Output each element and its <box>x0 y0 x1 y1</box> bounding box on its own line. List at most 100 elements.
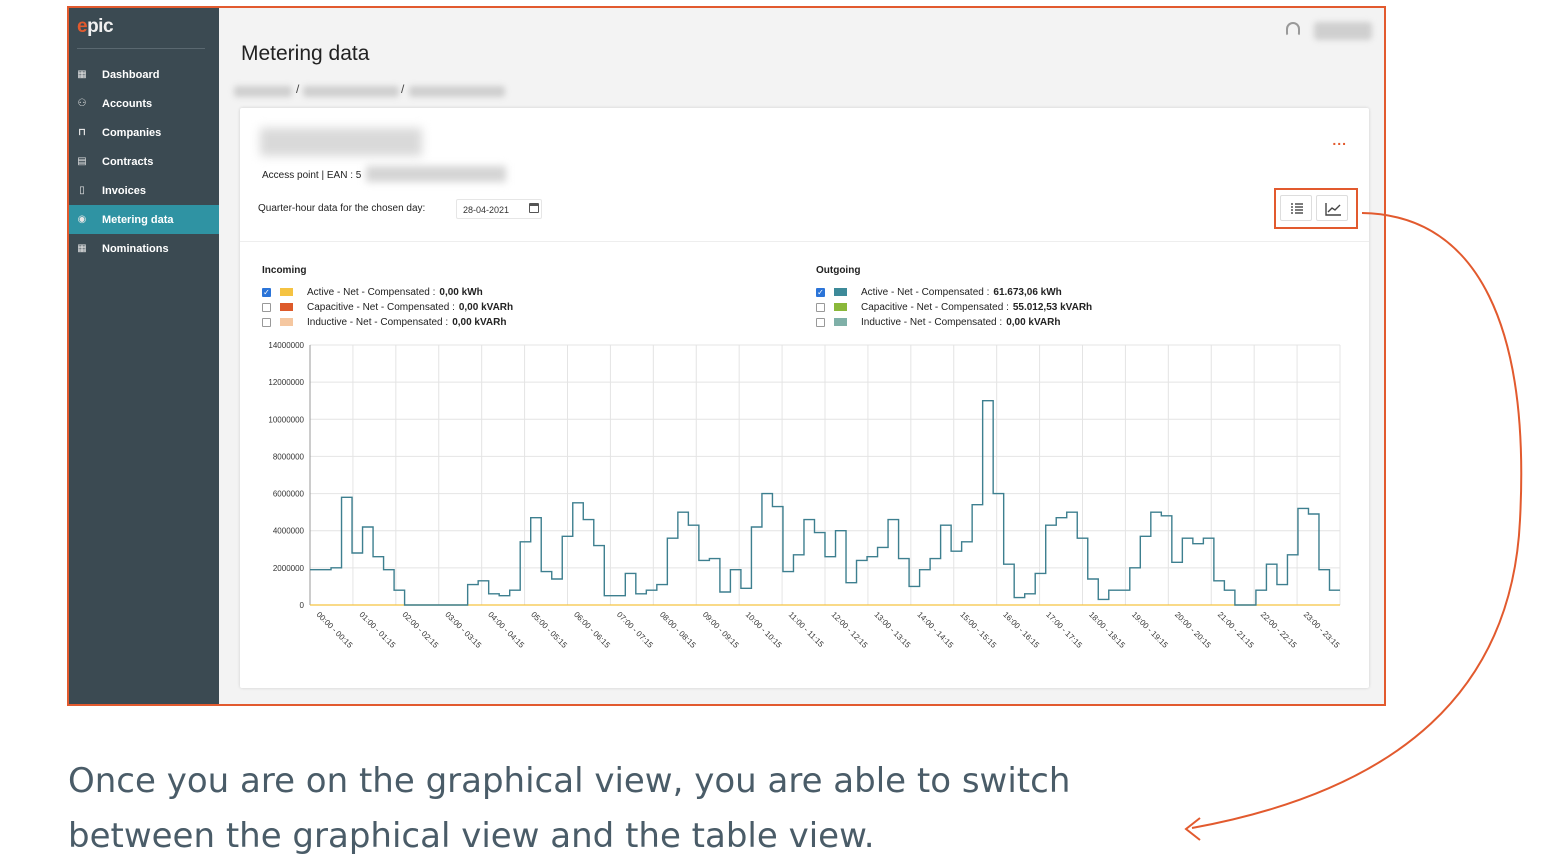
legend-swatch <box>280 303 293 311</box>
breadcrumb-separator: / <box>296 82 300 96</box>
y-tick-label: 10000000 <box>268 415 304 424</box>
x-tick-label: 02:00 - 02:15 <box>400 610 440 650</box>
main-area: Metering data / / ... Access point | EAN… <box>219 8 1384 704</box>
x-tick-label: 05:00 - 05:15 <box>529 610 569 650</box>
legend-item-outgoing[interactable]: Capacitive - Net - Compensated :55.012,5… <box>816 300 1092 314</box>
list-icon <box>1291 203 1303 214</box>
y-tick-label: 8000000 <box>273 452 305 461</box>
x-tick-label: 14:00 - 14:15 <box>915 610 955 650</box>
legend-item-incoming[interactable]: Capacitive - Net - Compensated :0,00 kVA… <box>262 300 513 314</box>
x-tick-label: 23:00 - 23:15 <box>1302 610 1342 650</box>
x-tick-label: 04:00 - 04:15 <box>486 610 526 650</box>
sidebar-item-label: Nominations <box>102 242 169 255</box>
breadcrumb-item <box>409 86 505 97</box>
users-icon: ⚇ <box>77 97 87 109</box>
date-input[interactable]: 28-04-2021 <box>456 199 542 219</box>
x-tick-label: 07:00 - 07:15 <box>615 610 655 650</box>
legend-label: Active - Net - Compensated : <box>861 286 990 298</box>
legend-checkbox[interactable] <box>262 317 271 327</box>
x-tick-label: 20:00 - 20:15 <box>1173 610 1213 650</box>
sidebar-item-accounts[interactable]: ⚇ Accounts <box>69 89 219 118</box>
sidebar-item-label: Accounts <box>102 97 153 110</box>
legend-value: 0,00 kVARh <box>1006 316 1061 328</box>
x-tick-label: 16:00 - 16:15 <box>1001 610 1041 650</box>
legend-swatch <box>280 288 293 296</box>
legend-label: Inductive - Net - Compensated : <box>307 316 449 328</box>
breadcrumb-separator: / <box>401 82 405 96</box>
sidebar-item-metering-data[interactable]: ◉ Metering data <box>69 205 219 234</box>
sidebar-divider <box>77 48 205 49</box>
y-tick-label: 2000000 <box>273 564 305 573</box>
x-tick-label: 15:00 - 15:15 <box>958 610 998 650</box>
legend-checkbox[interactable] <box>816 317 825 327</box>
legend-checkbox[interactable]: ✓ <box>262 287 271 297</box>
sidebar-item-label: Contracts <box>102 155 154 168</box>
legend-swatch <box>834 288 847 296</box>
x-tick-label: 18:00 - 18:15 <box>1087 610 1127 650</box>
legend-value: 0,00 kWh <box>439 286 483 298</box>
sidebar: epic ▦ Dashboard ⚇ Accounts ⊓ Companies ▤ Contr… <box>69 8 219 704</box>
legend-checkbox[interactable] <box>262 302 271 312</box>
invoice-icon: ▯ <box>79 184 85 196</box>
sidebar-item-dashboard[interactable]: ▦ Dashboard <box>69 60 219 89</box>
x-tick-label: 01:00 - 01:15 <box>358 610 398 650</box>
user-menu[interactable] <box>1314 22 1372 40</box>
legend-checkbox[interactable] <box>816 302 825 312</box>
legend-checkbox[interactable]: ✓ <box>816 287 825 297</box>
sidebar-item-label: Invoices <box>102 184 147 197</box>
x-tick-label: 21:00 - 21:15 <box>1216 610 1256 650</box>
legend-label: Capacitive - Net - Compensated : <box>307 301 455 313</box>
x-tick-label: 10:00 - 10:15 <box>744 610 784 650</box>
legend-outgoing-title: Outgoing <box>816 265 861 276</box>
breadcrumb-item[interactable] <box>303 86 399 97</box>
x-tick-label: 08:00 - 08:15 <box>658 610 698 650</box>
view-toggle-highlight <box>1274 188 1358 229</box>
legend-value: 61.673,06 kWh <box>993 286 1062 298</box>
legend-value: 0,00 kVARh <box>458 301 514 313</box>
table-view-button[interactable] <box>1280 195 1312 221</box>
x-tick-label: 22:00 - 22:15 <box>1259 610 1299 650</box>
quarter-hour-label: Quarter-hour data for the chosen day: <box>258 203 426 214</box>
legend-label: Active - Net - Compensated : <box>307 286 436 298</box>
series-line-outgoing <box>310 400 1340 606</box>
metering-chart: 0 2000000 4000000 6000000 8000000 10000000 120… <box>268 341 1342 650</box>
sidebar-item-label: Companies <box>102 126 162 139</box>
legend-item-incoming[interactable]: ✓ Active - Net - Compensated :0,00 kWh <box>262 285 483 299</box>
y-tick-label: 4000000 <box>273 527 305 536</box>
sidebar-item-nominations[interactable]: ▦ Nominations <box>69 234 219 263</box>
headset-icon[interactable] <box>1286 22 1300 36</box>
sidebar-item-contracts[interactable]: ▤ Contracts <box>69 147 219 176</box>
sidebar-item-companies[interactable]: ⊓ Companies <box>69 118 219 147</box>
legend-swatch <box>834 318 847 326</box>
graph-view-button[interactable] <box>1316 195 1348 221</box>
y-tick-label: 0 <box>300 601 305 610</box>
legend-label: Capacitive - Net - Compensated : <box>861 301 1009 313</box>
access-point-name <box>260 128 422 156</box>
instruction-caption: Once you are on the graphical view, you … <box>68 761 1071 856</box>
gauge-icon: ◉ <box>77 213 87 225</box>
breadcrumb-item[interactable] <box>234 86 292 97</box>
factory-icon: ⊓ <box>78 126 86 138</box>
x-tick-label: 06:00 - 06:15 <box>572 610 612 650</box>
sidebar-item-invoices[interactable]: ▯ Invoices <box>69 176 219 205</box>
x-tick-label: 12:00 - 12:15 <box>830 610 870 650</box>
x-tick-label: 11:00 - 11:15 <box>787 610 826 649</box>
legend-item-outgoing[interactable]: Inductive - Net - Compensated :0,00 kVAR… <box>816 315 1060 329</box>
calendar-icon[interactable] <box>529 203 539 213</box>
y-tick-label: 12000000 <box>268 378 304 387</box>
more-menu-button[interactable]: ... <box>1332 132 1347 148</box>
x-tick-label: 13:00 - 13:15 <box>873 610 913 650</box>
calendar-icon: ▦ <box>77 242 87 254</box>
legend-item-outgoing[interactable]: ✓ Active - Net - Compensated :61.673,06 k… <box>816 285 1062 299</box>
contract-icon: ▤ <box>77 155 87 167</box>
metering-card: ... Access point | EAN : 5 Quarter-hour … <box>240 108 1369 688</box>
app-screenshot-frame: epic ▦ Dashboard ⚇ Accounts ⊓ Companies ▤ Contr… <box>67 6 1386 706</box>
x-tick-label: 09:00 - 09:15 <box>701 610 741 650</box>
legend-item-incoming[interactable]: Inductive - Net - Compensated :0,00 kVAR… <box>262 315 506 329</box>
legend-incoming-title: Incoming <box>262 265 307 276</box>
x-tick-label: 00:00 - 00:15 <box>315 610 355 650</box>
x-tick-label: 03:00 - 03:15 <box>443 610 483 650</box>
card-divider <box>240 241 1369 242</box>
epic-logo: epic <box>77 16 114 37</box>
y-tick-label: 14000000 <box>268 341 304 350</box>
